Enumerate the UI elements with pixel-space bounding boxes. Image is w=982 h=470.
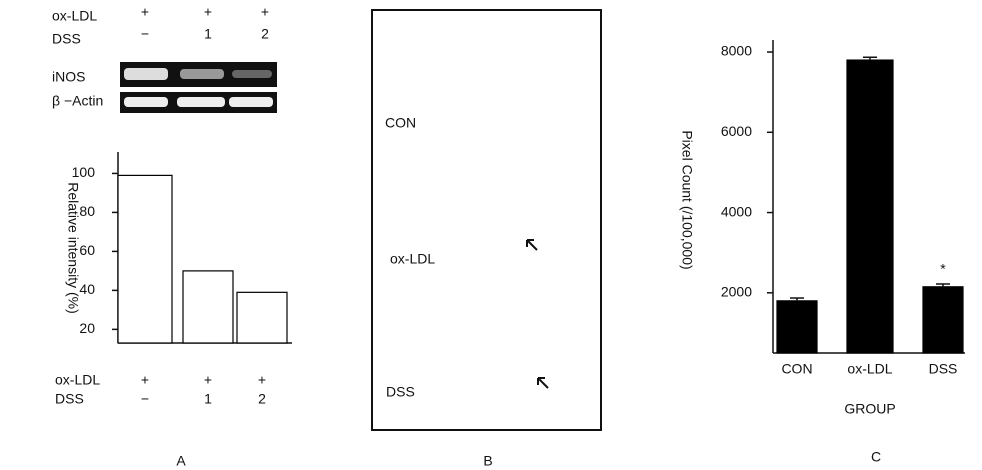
gel-value: 1 <box>204 26 212 42</box>
x-row-label: ox-LDL <box>55 372 100 388</box>
x-row-value: 2 <box>258 391 266 407</box>
panel-letter: C <box>871 449 881 465</box>
band <box>124 97 168 107</box>
x-axis-label: GROUP <box>844 401 895 417</box>
gel-value: + <box>261 4 269 20</box>
y-axis-label: Pixel Count (/100,000) <box>679 130 695 269</box>
bar <box>183 271 233 343</box>
band-label: β −Actin <box>52 93 103 109</box>
band <box>232 70 272 78</box>
band <box>180 69 224 79</box>
figure: ox-LDL DSS + + + − 1 2 iNOS β −Actin CON… <box>0 0 982 470</box>
gel-value: + <box>204 4 212 20</box>
y-tick-label: 6000 <box>721 123 752 139</box>
x-tick-label: DSS <box>929 361 958 377</box>
gel-row-label: DSS <box>52 31 81 47</box>
y-tick-label: 80 <box>79 203 95 219</box>
x-row-label: DSS <box>55 391 84 407</box>
y-tick-label: 100 <box>72 164 96 180</box>
bar <box>237 292 287 343</box>
y-tick-label: 2000 <box>721 284 752 300</box>
gel-row-label: ox-LDL <box>52 8 97 24</box>
band <box>124 68 168 80</box>
x-row-value: 1 <box>204 391 212 407</box>
band-label: iNOS <box>52 69 85 85</box>
y-tick-label: 4000 <box>721 203 752 219</box>
bar <box>118 175 172 343</box>
x-row-value: − <box>141 391 149 407</box>
y-tick-label: 8000 <box>721 43 752 59</box>
panel-letter: A <box>176 453 186 469</box>
bar <box>847 60 893 353</box>
gel-value: 2 <box>261 26 269 42</box>
x-row-value: + <box>204 372 212 388</box>
band <box>229 97 273 107</box>
x-tick-label: ox-LDL <box>847 361 892 377</box>
panel-letter: B <box>483 453 492 469</box>
x-row-value: + <box>141 372 149 388</box>
gel-value: + <box>141 4 149 20</box>
gel-value: − <box>141 26 149 42</box>
y-tick-label: 40 <box>79 281 95 297</box>
image-label: ox-LDL <box>390 251 435 267</box>
y-tick-label: 20 <box>79 320 95 336</box>
x-tick-label: CON <box>781 361 812 377</box>
image-frame <box>372 10 601 430</box>
bar <box>923 287 963 353</box>
x-row-value: + <box>258 372 266 388</box>
image-label: CON <box>385 115 416 131</box>
band <box>177 97 225 107</box>
y-tick-label: 60 <box>79 242 95 258</box>
bar <box>777 301 817 353</box>
annotation: * <box>940 261 946 277</box>
image-label: DSS <box>386 384 415 400</box>
